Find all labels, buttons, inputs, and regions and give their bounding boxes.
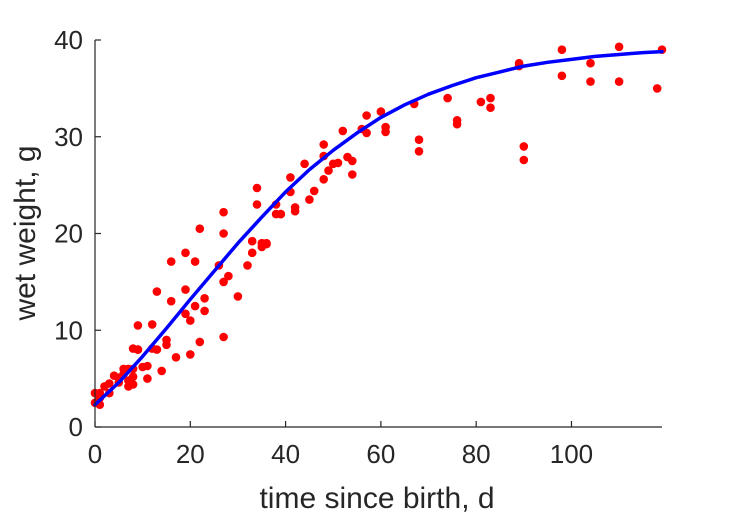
- data-point: [414, 135, 424, 144]
- data-point: [157, 366, 166, 376]
- data-point: [305, 195, 314, 204]
- data-point: [290, 206, 300, 216]
- data-point: [309, 186, 319, 196]
- data-point: [219, 229, 228, 238]
- y-tick-label: 0: [69, 412, 83, 442]
- data-point: [186, 316, 195, 325]
- y-axis-label: wet weight, g: [9, 145, 42, 321]
- data-point: [362, 111, 371, 120]
- data-point: [319, 140, 329, 149]
- x-tick-label: 60: [366, 439, 395, 469]
- y-tick-label: 10: [54, 315, 83, 345]
- data-point: [362, 128, 371, 138]
- data-point: [133, 321, 143, 330]
- data-point: [614, 42, 624, 52]
- data-point: [200, 294, 209, 303]
- data-point: [186, 350, 195, 359]
- data-point: [376, 107, 386, 116]
- data-point: [381, 122, 390, 132]
- data-point: [195, 337, 205, 347]
- x-axis-label: time since birth, d: [259, 482, 494, 515]
- data-point: [233, 292, 243, 301]
- data-point: [586, 77, 595, 86]
- data-point: [486, 93, 495, 103]
- data-point: [348, 156, 357, 166]
- data-point: [348, 170, 357, 179]
- data-point: [219, 332, 228, 342]
- data-point: [128, 372, 138, 382]
- data-point: [476, 97, 486, 107]
- data-point: [200, 306, 209, 316]
- data-point: [166, 257, 176, 266]
- data-point: [452, 116, 462, 125]
- x-tick-label: 20: [176, 439, 205, 469]
- axes-layer: 0 20 40 60 80 100 0 10 20 30 40: [54, 25, 662, 469]
- y-tick-label: 40: [54, 25, 83, 55]
- data-point: [333, 158, 343, 168]
- data-point: [319, 175, 329, 184]
- data-point: [338, 126, 348, 136]
- x-tick-label: 100: [550, 439, 593, 469]
- data-point: [147, 320, 157, 329]
- data-point: [143, 361, 152, 371]
- data-point: [300, 159, 309, 169]
- x-tick-label: 0: [88, 439, 102, 469]
- data-point: [190, 257, 200, 266]
- data-point: [286, 173, 295, 182]
- data-point: [128, 380, 138, 389]
- data-point: [252, 183, 262, 193]
- data-point: [324, 166, 333, 175]
- data-point: [181, 309, 190, 319]
- data-point: [95, 388, 105, 398]
- data-point: [162, 335, 171, 345]
- data-point: [519, 155, 529, 165]
- data-point: [181, 248, 190, 258]
- data-point: [219, 207, 228, 217]
- data-point: [152, 287, 162, 296]
- data-point: [105, 379, 114, 388]
- data-point: [557, 45, 567, 54]
- data-point: [414, 147, 424, 156]
- data-point: [443, 93, 452, 103]
- fitted-curve-line: [93, 49, 664, 407]
- data-point: [519, 142, 529, 151]
- data-point: [224, 271, 233, 281]
- data-layer: [90, 42, 667, 410]
- x-tick-label: 40: [271, 439, 300, 469]
- data-point: [143, 374, 152, 383]
- data-point: [181, 285, 190, 294]
- data-point: [586, 58, 595, 68]
- x-tick-label: 80: [462, 439, 491, 469]
- data-point: [219, 277, 228, 287]
- data-point: [166, 296, 176, 306]
- y-tick-label: 30: [54, 122, 83, 152]
- data-point: [190, 301, 200, 311]
- data-point: [195, 224, 205, 233]
- data-point: [133, 345, 143, 354]
- data-point: [252, 200, 262, 209]
- data-point: [614, 77, 624, 86]
- data-point: [276, 209, 286, 219]
- data-point: [247, 248, 257, 258]
- data-point: [152, 345, 162, 354]
- data-point: [171, 353, 181, 362]
- data-point: [247, 236, 257, 246]
- data-point: [557, 71, 567, 81]
- data-point: [262, 239, 271, 249]
- data-point: [652, 84, 662, 93]
- data-point: [486, 103, 495, 112]
- y-tick-label: 20: [54, 219, 83, 249]
- data-point: [243, 261, 252, 270]
